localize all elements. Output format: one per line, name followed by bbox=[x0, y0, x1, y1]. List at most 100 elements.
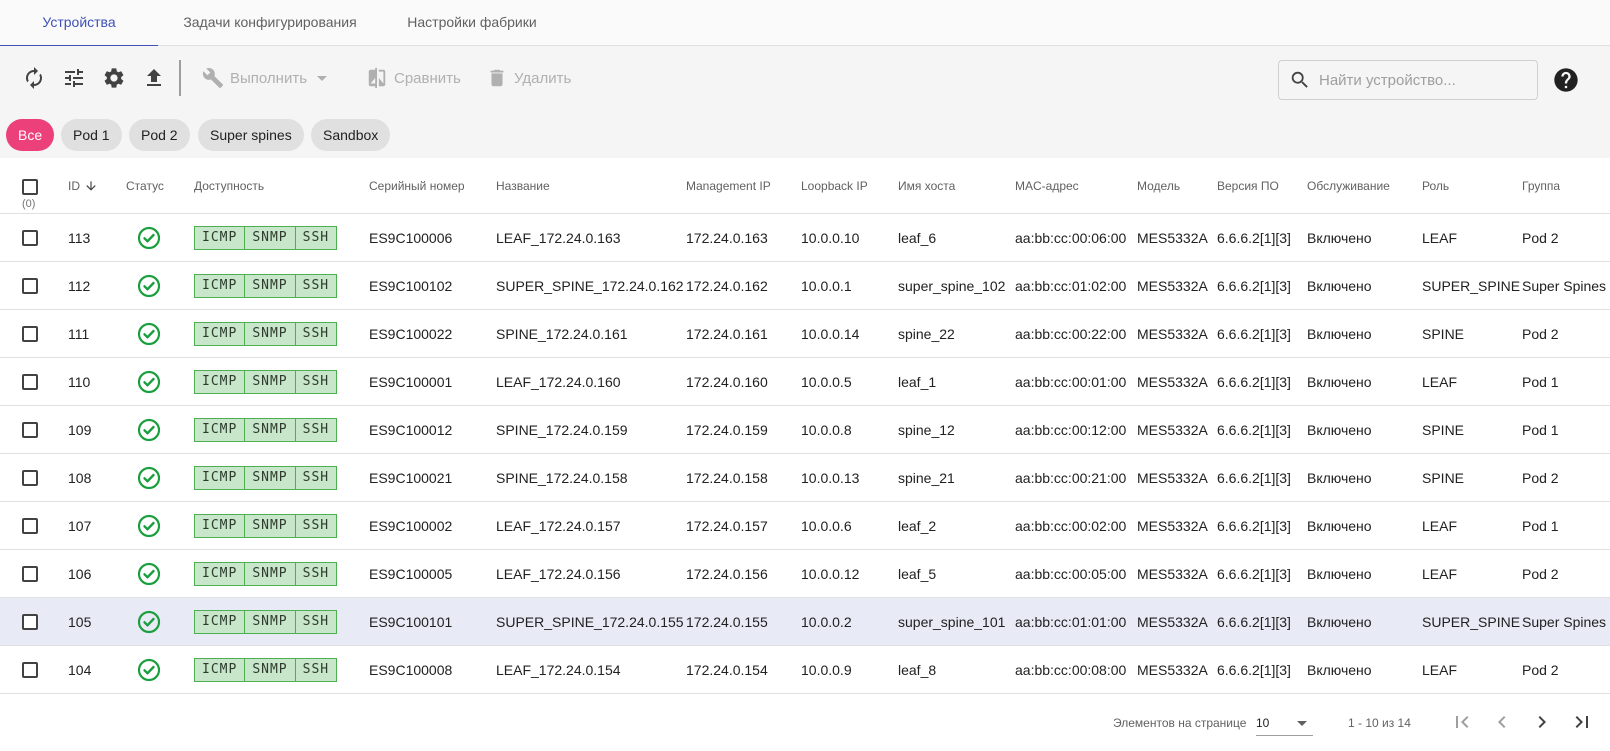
cell-mgmt-ip: 172.24.0.157 bbox=[686, 518, 768, 534]
col-firmware[interactable]: Версия ПО bbox=[1217, 179, 1279, 193]
col-hostname[interactable]: Имя хоста bbox=[898, 179, 956, 193]
protocol-badge-icmp: ICMP bbox=[195, 515, 246, 537]
protocol-badge-icmp: ICMP bbox=[195, 227, 246, 249]
row-checkbox[interactable] bbox=[22, 374, 38, 390]
table-row[interactable]: ICMP SNMP SSH 106 ES9C100005 LEAF_172.24.0.15… bbox=[0, 550, 1610, 598]
select-all-checkbox[interactable] bbox=[22, 179, 38, 195]
protocol-badge-icmp: ICMP bbox=[195, 659, 246, 681]
next-page-button[interactable] bbox=[1526, 706, 1558, 738]
first-page-button[interactable] bbox=[1446, 706, 1478, 738]
table-row[interactable]: ICMP SNMP SSH 110 ES9C100001 LEAF_172.24.0.16… bbox=[0, 358, 1610, 406]
tab-bar: Устройства Задачи конфигурирования Настр… bbox=[0, 0, 1610, 47]
protocol-badge-ssh: SSH bbox=[302, 374, 330, 389]
cell-model: MES5332A bbox=[1137, 470, 1208, 486]
cell-hostname: super_spine_102 bbox=[898, 278, 1006, 294]
settings-button[interactable] bbox=[94, 58, 134, 98]
tab-fabric-settings[interactable]: Настройки фабрики bbox=[407, 14, 537, 30]
tools-icon bbox=[202, 68, 224, 89]
page-size-select[interactable]: 10 bbox=[1256, 708, 1313, 736]
cell-loopback-ip: 10.0.0.1 bbox=[801, 278, 852, 294]
check-circle-icon bbox=[137, 610, 161, 634]
table-row[interactable]: ICMP SNMP SSH 112 ES9C100102 SUPER_SPINE_172.… bbox=[0, 262, 1610, 310]
row-checkbox[interactable] bbox=[22, 230, 38, 246]
col-role[interactable]: Роль bbox=[1422, 179, 1450, 193]
table-row[interactable]: ICMP SNMP SSH 109 ES9C100012 SPINE_172.24.0.1… bbox=[0, 406, 1610, 454]
devices-table: (0) ID Статус Доступность Серийный номер… bbox=[0, 158, 1610, 694]
col-serial[interactable]: Серийный номер bbox=[369, 179, 465, 193]
tune-button[interactable] bbox=[54, 58, 94, 98]
row-checkbox[interactable] bbox=[22, 614, 38, 630]
search-input[interactable] bbox=[1319, 71, 1529, 89]
tab-config-tasks[interactable]: Задачи конфигурирования bbox=[183, 14, 357, 30]
cell-mac: aa:bb:cc:01:01:00 bbox=[1015, 614, 1127, 630]
col-loopback-ip[interactable]: Loopback IP bbox=[801, 179, 868, 193]
row-checkbox[interactable] bbox=[22, 566, 38, 582]
chevron-left-icon bbox=[1498, 716, 1506, 728]
check-circle-icon bbox=[137, 514, 161, 538]
availability-badges: ICMP SNMP SSH bbox=[194, 418, 338, 442]
col-id[interactable]: ID bbox=[68, 179, 98, 196]
protocol-badge-ssh: SSH bbox=[302, 326, 330, 341]
protocol-badge-snmp: SNMP bbox=[245, 467, 296, 489]
protocol-badge-icmp: ICMP bbox=[195, 275, 246, 297]
help-button[interactable] bbox=[1552, 66, 1580, 94]
compare-button[interactable]: Сравнить bbox=[366, 58, 461, 98]
cell-maintenance: Включено bbox=[1307, 566, 1372, 582]
cell-loopback-ip: 10.0.0.8 bbox=[801, 422, 852, 438]
cell-mgmt-ip: 172.24.0.163 bbox=[686, 230, 768, 246]
cell-group: Pod 1 bbox=[1522, 518, 1559, 534]
tab-devices[interactable]: Устройства bbox=[0, 0, 158, 47]
cell-role: SPINE bbox=[1422, 470, 1465, 486]
col-name[interactable]: Название bbox=[496, 179, 550, 193]
col-availability[interactable]: Доступность bbox=[194, 179, 265, 193]
delete-button[interactable]: Удалить bbox=[486, 58, 571, 98]
cell-role: SPINE bbox=[1422, 422, 1465, 438]
table-row[interactable]: ICMP SNMP SSH 111 ES9C100022 SPINE_172.24.0.1… bbox=[0, 310, 1610, 358]
row-checkbox[interactable] bbox=[22, 278, 38, 294]
chip-super-spines[interactable]: Super spines bbox=[198, 119, 304, 151]
protocol-badge-icmp: ICMP bbox=[195, 371, 246, 393]
cell-name: SPINE_172.24.0.161 bbox=[496, 326, 628, 342]
cell-loopback-ip: 10.0.0.13 bbox=[801, 470, 860, 486]
col-group[interactable]: Группа bbox=[1522, 179, 1561, 193]
table-row[interactable]: ICMP SNMP SSH 104 ES9C100008 LEAF_172.24.0.15… bbox=[0, 646, 1610, 694]
cell-mac: aa:bb:cc:00:08:00 bbox=[1015, 662, 1127, 678]
chip-pod-2[interactable]: Pod 2 bbox=[129, 119, 190, 151]
prev-page-button[interactable] bbox=[1486, 706, 1518, 738]
row-checkbox[interactable] bbox=[22, 422, 38, 438]
row-checkbox[interactable] bbox=[22, 470, 38, 486]
cell-group: Super Spines bbox=[1522, 614, 1607, 630]
chip-sandbox[interactable]: Sandbox bbox=[311, 119, 391, 151]
table-row[interactable]: ICMP SNMP SSH 108 ES9C100021 SPINE_172.24.0.1… bbox=[0, 454, 1610, 502]
cell-group: Pod 1 bbox=[1522, 422, 1559, 438]
last-page-button[interactable] bbox=[1566, 706, 1598, 738]
row-checkbox[interactable] bbox=[22, 518, 38, 534]
cell-maintenance: Включено bbox=[1307, 278, 1372, 294]
gear-icon bbox=[104, 68, 124, 88]
col-mgmt-ip[interactable]: Management IP bbox=[686, 179, 771, 193]
chip-pod-1[interactable]: Pod 1 bbox=[61, 119, 122, 151]
upload-button[interactable] bbox=[134, 58, 174, 98]
execute-button[interactable]: Выполнить bbox=[202, 58, 328, 98]
col-status[interactable]: Статус bbox=[126, 179, 164, 193]
refresh-button[interactable] bbox=[14, 58, 54, 98]
table-row[interactable]: ICMP SNMP SSH 113 ES9C100006 LEAF_172.24.0.16… bbox=[0, 214, 1610, 262]
table-row[interactable]: ICMP SNMP SSH 105 ES9C100101 SUPER_SPINE_172.… bbox=[0, 598, 1610, 646]
check-circle-icon bbox=[137, 274, 161, 298]
cell-serial: ES9C100101 bbox=[369, 614, 453, 630]
col-maintenance[interactable]: Обслуживание bbox=[1307, 179, 1390, 193]
row-checkbox[interactable] bbox=[22, 662, 38, 678]
first-page-icon bbox=[1456, 716, 1469, 728]
table-row[interactable]: ICMP SNMP SSH 107 ES9C100002 LEAF_172.24.0.15… bbox=[0, 502, 1610, 550]
cell-hostname: leaf_8 bbox=[898, 662, 937, 678]
cell-group: Pod 2 bbox=[1522, 326, 1559, 342]
cell-mac: aa:bb:cc:00:01:00 bbox=[1015, 374, 1127, 390]
col-mac[interactable]: MAC-адрес bbox=[1015, 179, 1079, 193]
col-model[interactable]: Модель bbox=[1137, 179, 1181, 193]
protocol-badge-snmp: SNMP bbox=[245, 659, 296, 681]
cell-serial: ES9C100001 bbox=[369, 374, 453, 390]
chip-all[interactable]: Все bbox=[6, 119, 55, 151]
cell-model: MES5332A bbox=[1137, 326, 1208, 342]
cell-loopback-ip: 10.0.0.14 bbox=[801, 326, 860, 342]
row-checkbox[interactable] bbox=[22, 326, 38, 342]
